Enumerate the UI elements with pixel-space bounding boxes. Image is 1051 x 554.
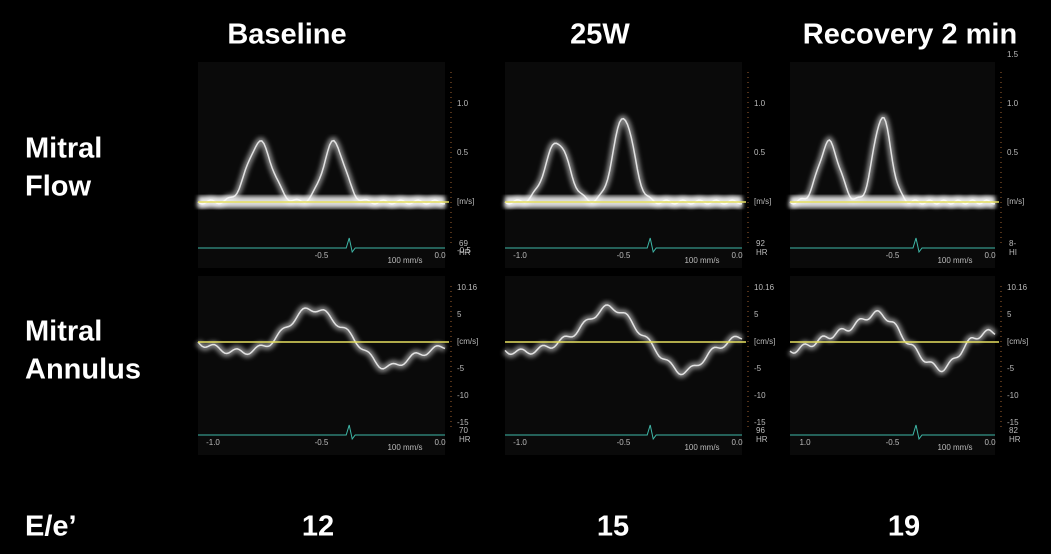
sweep-speed: 100 mm/s bbox=[387, 443, 422, 452]
row-label: Mitral bbox=[25, 316, 102, 348]
row-label: Annulus bbox=[25, 354, 141, 386]
sweep-speed: 100 mm/s bbox=[387, 256, 422, 265]
scale-unit: [cm/s] bbox=[457, 337, 478, 346]
time-label: 0.0 bbox=[731, 438, 743, 447]
scale-label: -0.5 bbox=[457, 246, 471, 255]
scale-label: -5 bbox=[754, 364, 762, 373]
scale-unit: [m/s] bbox=[754, 197, 771, 206]
doppler-image bbox=[505, 62, 742, 268]
heart-rate-label: HR bbox=[756, 248, 768, 257]
ecg-trace bbox=[505, 424, 742, 441]
scale-label: -5 bbox=[1007, 364, 1015, 373]
time-label: 0.0 bbox=[434, 251, 446, 260]
ecg-trace bbox=[505, 237, 742, 254]
heart-rate: 92 bbox=[756, 239, 765, 248]
scale-label: 1.0 bbox=[1007, 99, 1019, 108]
time-label: 0.0 bbox=[434, 438, 446, 447]
column-title: Baseline bbox=[227, 19, 346, 51]
doppler-trace bbox=[789, 309, 996, 373]
doppler-panel: [cm/s] 10.16 5 -5 -10 -15 1.0 -0.5 0.0 100 mm/s 82… bbox=[787, 276, 1028, 455]
doppler-image bbox=[198, 276, 445, 455]
ecg-trace bbox=[790, 424, 995, 441]
doppler-panel: [cm/s] 10.16 5 -5 -10 -15 -1.0 -0.5 0.0 100 mm/s 9… bbox=[502, 276, 775, 455]
scale-label: 1.0 bbox=[457, 99, 469, 108]
scale-label: 10.16 bbox=[1007, 283, 1028, 292]
scale-label: -15 bbox=[457, 418, 469, 427]
scale-label: 0.5 bbox=[754, 148, 766, 157]
scale-label: 0.5 bbox=[1007, 148, 1019, 157]
time-label: -0.5 bbox=[617, 438, 631, 447]
time-label: -0.5 bbox=[886, 251, 900, 260]
doppler-image bbox=[790, 276, 995, 455]
heart-rate: 69 bbox=[459, 239, 468, 248]
scale-label: 10.16 bbox=[457, 283, 478, 292]
time-label: 0.0 bbox=[984, 438, 996, 447]
heart-rate-label: HR bbox=[459, 435, 471, 444]
doppler-panel: [cm/s] 10.16 5 -5 -10 -15 -1.0 -0.5 0.0 100 mm/s 7… bbox=[195, 276, 478, 455]
sweep-speed: 100 mm/s bbox=[684, 443, 719, 452]
scale-label: 5 bbox=[754, 310, 759, 319]
time-label: -1.0 bbox=[513, 438, 527, 447]
ratio-value: 12 bbox=[302, 511, 334, 543]
time-label: -1.0 bbox=[513, 251, 527, 260]
ecg-trace bbox=[198, 424, 445, 441]
heart-rate: 96 bbox=[756, 426, 765, 435]
doppler-trace bbox=[504, 304, 743, 376]
row-label: Mitral bbox=[25, 133, 102, 165]
sweep-speed: 100 mm/s bbox=[937, 443, 972, 452]
column-title: Recovery 2 min bbox=[803, 19, 1017, 51]
time-label: -1.0 bbox=[206, 438, 220, 447]
scale-label: 10.16 bbox=[754, 283, 775, 292]
heart-rate-label: HI bbox=[1009, 248, 1017, 257]
time-label: -0.5 bbox=[315, 438, 329, 447]
ratio-value: 19 bbox=[888, 511, 920, 543]
scale-unit: [cm/s] bbox=[754, 337, 775, 346]
time-label: 1.0 bbox=[799, 438, 811, 447]
scale-unit: [m/s] bbox=[1007, 197, 1024, 206]
time-label: -0.5 bbox=[315, 251, 329, 260]
doppler-trace bbox=[197, 307, 446, 370]
time-label: -0.5 bbox=[886, 438, 900, 447]
heart-rate: 82 bbox=[1009, 426, 1018, 435]
time-label: 0.0 bbox=[731, 251, 743, 260]
heart-rate-label: HR bbox=[756, 435, 768, 444]
heart-rate: 70 bbox=[459, 426, 468, 435]
sweep-speed: 100 mm/s bbox=[684, 256, 719, 265]
doppler-panel: [m/s] 1.5 1.0 0.5 -0.5 0.0 100 mm/s 8-HI bbox=[787, 50, 1024, 268]
time-label: -0.5 bbox=[617, 251, 631, 260]
ratio-label: E/e’ bbox=[25, 511, 77, 543]
scale-label: 1.5 bbox=[1007, 50, 1019, 59]
scale-label: -10 bbox=[457, 391, 469, 400]
time-label: 0.0 bbox=[984, 251, 996, 260]
ecg-trace bbox=[198, 237, 445, 254]
doppler-image bbox=[505, 276, 742, 455]
scale-label: 5 bbox=[457, 310, 462, 319]
scale-unit: [cm/s] bbox=[1007, 337, 1028, 346]
ratio-value: 15 bbox=[597, 511, 629, 543]
heart-rate: 8- bbox=[1009, 239, 1016, 248]
heart-rate-label: HR bbox=[459, 248, 471, 257]
row-label: Flow bbox=[25, 171, 91, 203]
scale-label: 0.5 bbox=[457, 148, 469, 157]
sweep-speed: 100 mm/s bbox=[937, 256, 972, 265]
ecg-trace bbox=[790, 237, 995, 254]
scale-label: -5 bbox=[457, 364, 465, 373]
scale-label: 1.0 bbox=[754, 99, 766, 108]
column-title: 25W bbox=[570, 19, 630, 51]
scale-label: -15 bbox=[754, 418, 766, 427]
scale-unit: [m/s] bbox=[457, 197, 474, 206]
scale-label: 5 bbox=[1007, 310, 1012, 319]
scale-label: -10 bbox=[754, 391, 766, 400]
scale-label: -10 bbox=[1007, 391, 1019, 400]
heart-rate-label: HR bbox=[1009, 435, 1021, 444]
scale-label: -15 bbox=[1007, 418, 1019, 427]
